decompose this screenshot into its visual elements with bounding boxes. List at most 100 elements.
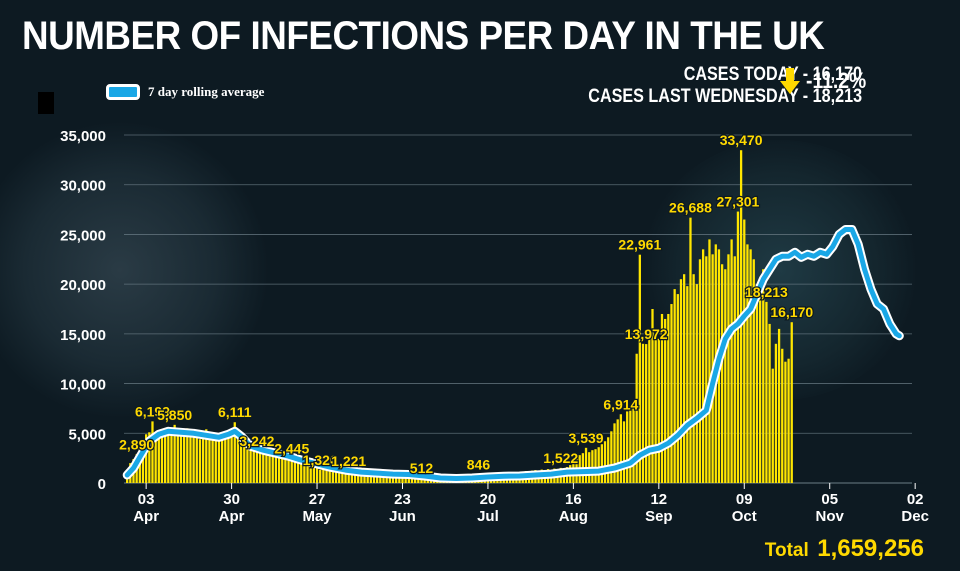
bar — [347, 470, 350, 483]
bar — [762, 269, 765, 483]
x-tick-month: Jul — [477, 508, 499, 525]
bar — [404, 476, 407, 483]
x-tick-label: 23 — [394, 491, 411, 508]
bar — [284, 458, 287, 483]
stats-panel: CASES TODAY - 16,170 CASES LAST WEDNESDA… — [540, 64, 862, 108]
bar — [401, 475, 404, 483]
total-value: 1,659,256 — [817, 535, 924, 562]
bar — [765, 301, 768, 483]
bar — [698, 259, 702, 483]
data-label: 2,445 — [274, 441, 309, 457]
x-tick-label: 09 — [736, 491, 753, 508]
bar — [265, 454, 268, 483]
bar — [344, 472, 347, 483]
bar — [309, 462, 312, 483]
bar — [151, 421, 154, 483]
bar — [198, 439, 202, 483]
bar — [353, 471, 357, 483]
x-axis-labels: 03Apr30Apr27May23Jun20Jul16Aug12Sep09Oct… — [133, 483, 929, 525]
bar — [157, 433, 160, 483]
y-tick-label: 20,000 — [60, 277, 106, 294]
bar — [236, 435, 240, 483]
bar — [334, 471, 338, 483]
bar — [255, 450, 259, 483]
bar — [315, 466, 319, 483]
bar — [230, 433, 233, 483]
bar — [388, 474, 391, 483]
bar — [727, 254, 730, 483]
x-tick-label: 20 — [480, 491, 497, 508]
bar — [784, 361, 787, 483]
legend-label: 7 day rolling average — [148, 84, 265, 99]
bar — [262, 449, 265, 483]
x-tick-label: 16 — [565, 491, 582, 508]
bar — [391, 475, 395, 483]
bar — [224, 435, 227, 483]
bar — [591, 450, 594, 483]
x-tick-month: Apr — [133, 508, 159, 525]
bar — [720, 264, 724, 483]
bar — [414, 477, 417, 483]
legend-swatch — [106, 84, 140, 100]
bar — [686, 286, 689, 483]
bar — [673, 289, 676, 483]
bar — [632, 403, 635, 483]
bar — [341, 469, 344, 483]
bar — [376, 473, 379, 483]
bar — [619, 414, 622, 483]
rolling-average-line — [122, 225, 904, 483]
bar — [281, 454, 284, 483]
bar — [626, 411, 629, 483]
data-label: 6,199 — [135, 403, 170, 419]
change-indicator: -11.2% — [780, 68, 875, 94]
bar — [787, 358, 790, 483]
grid — [124, 134, 912, 484]
x-tick-month: Oct — [732, 508, 757, 525]
bar — [600, 444, 604, 483]
total-label: Total — [764, 540, 809, 561]
bar — [179, 436, 183, 483]
data-label: 2,890 — [119, 436, 154, 452]
bar — [214, 436, 217, 483]
bar — [182, 431, 186, 483]
bar — [167, 433, 170, 483]
bar — [752, 259, 755, 483]
bar — [768, 323, 771, 483]
bar — [170, 430, 173, 483]
bar — [724, 269, 727, 483]
bar — [148, 432, 151, 483]
bar — [312, 465, 316, 483]
y-tick-label: 35,000 — [60, 128, 106, 145]
bar — [176, 432, 179, 483]
bar — [379, 474, 382, 483]
bar — [173, 424, 176, 483]
bar — [597, 447, 600, 483]
data-label: 6,914 — [603, 396, 638, 412]
bar — [243, 444, 246, 483]
bar — [733, 256, 736, 483]
bar — [372, 472, 376, 483]
bar — [736, 211, 740, 484]
bar — [303, 463, 306, 483]
bar — [186, 428, 189, 483]
bar — [645, 344, 648, 483]
bar — [407, 477, 410, 483]
bar — [701, 249, 705, 483]
bar — [613, 423, 616, 483]
bar — [648, 333, 651, 483]
bar — [306, 464, 309, 483]
bar — [338, 470, 341, 483]
x-tick-label: 02 — [907, 491, 924, 508]
bar — [268, 451, 271, 483]
data-label: 27,301 — [717, 194, 760, 210]
total: Total 1,659,256 — [765, 535, 924, 563]
bar — [692, 274, 695, 483]
data-label: 22,961 — [618, 237, 661, 253]
cases-last-week: CASES LAST WEDNESDAY - 18,213 — [588, 86, 862, 107]
bar — [271, 455, 274, 483]
bar — [781, 348, 784, 483]
bar — [603, 441, 607, 483]
bar — [654, 333, 657, 483]
